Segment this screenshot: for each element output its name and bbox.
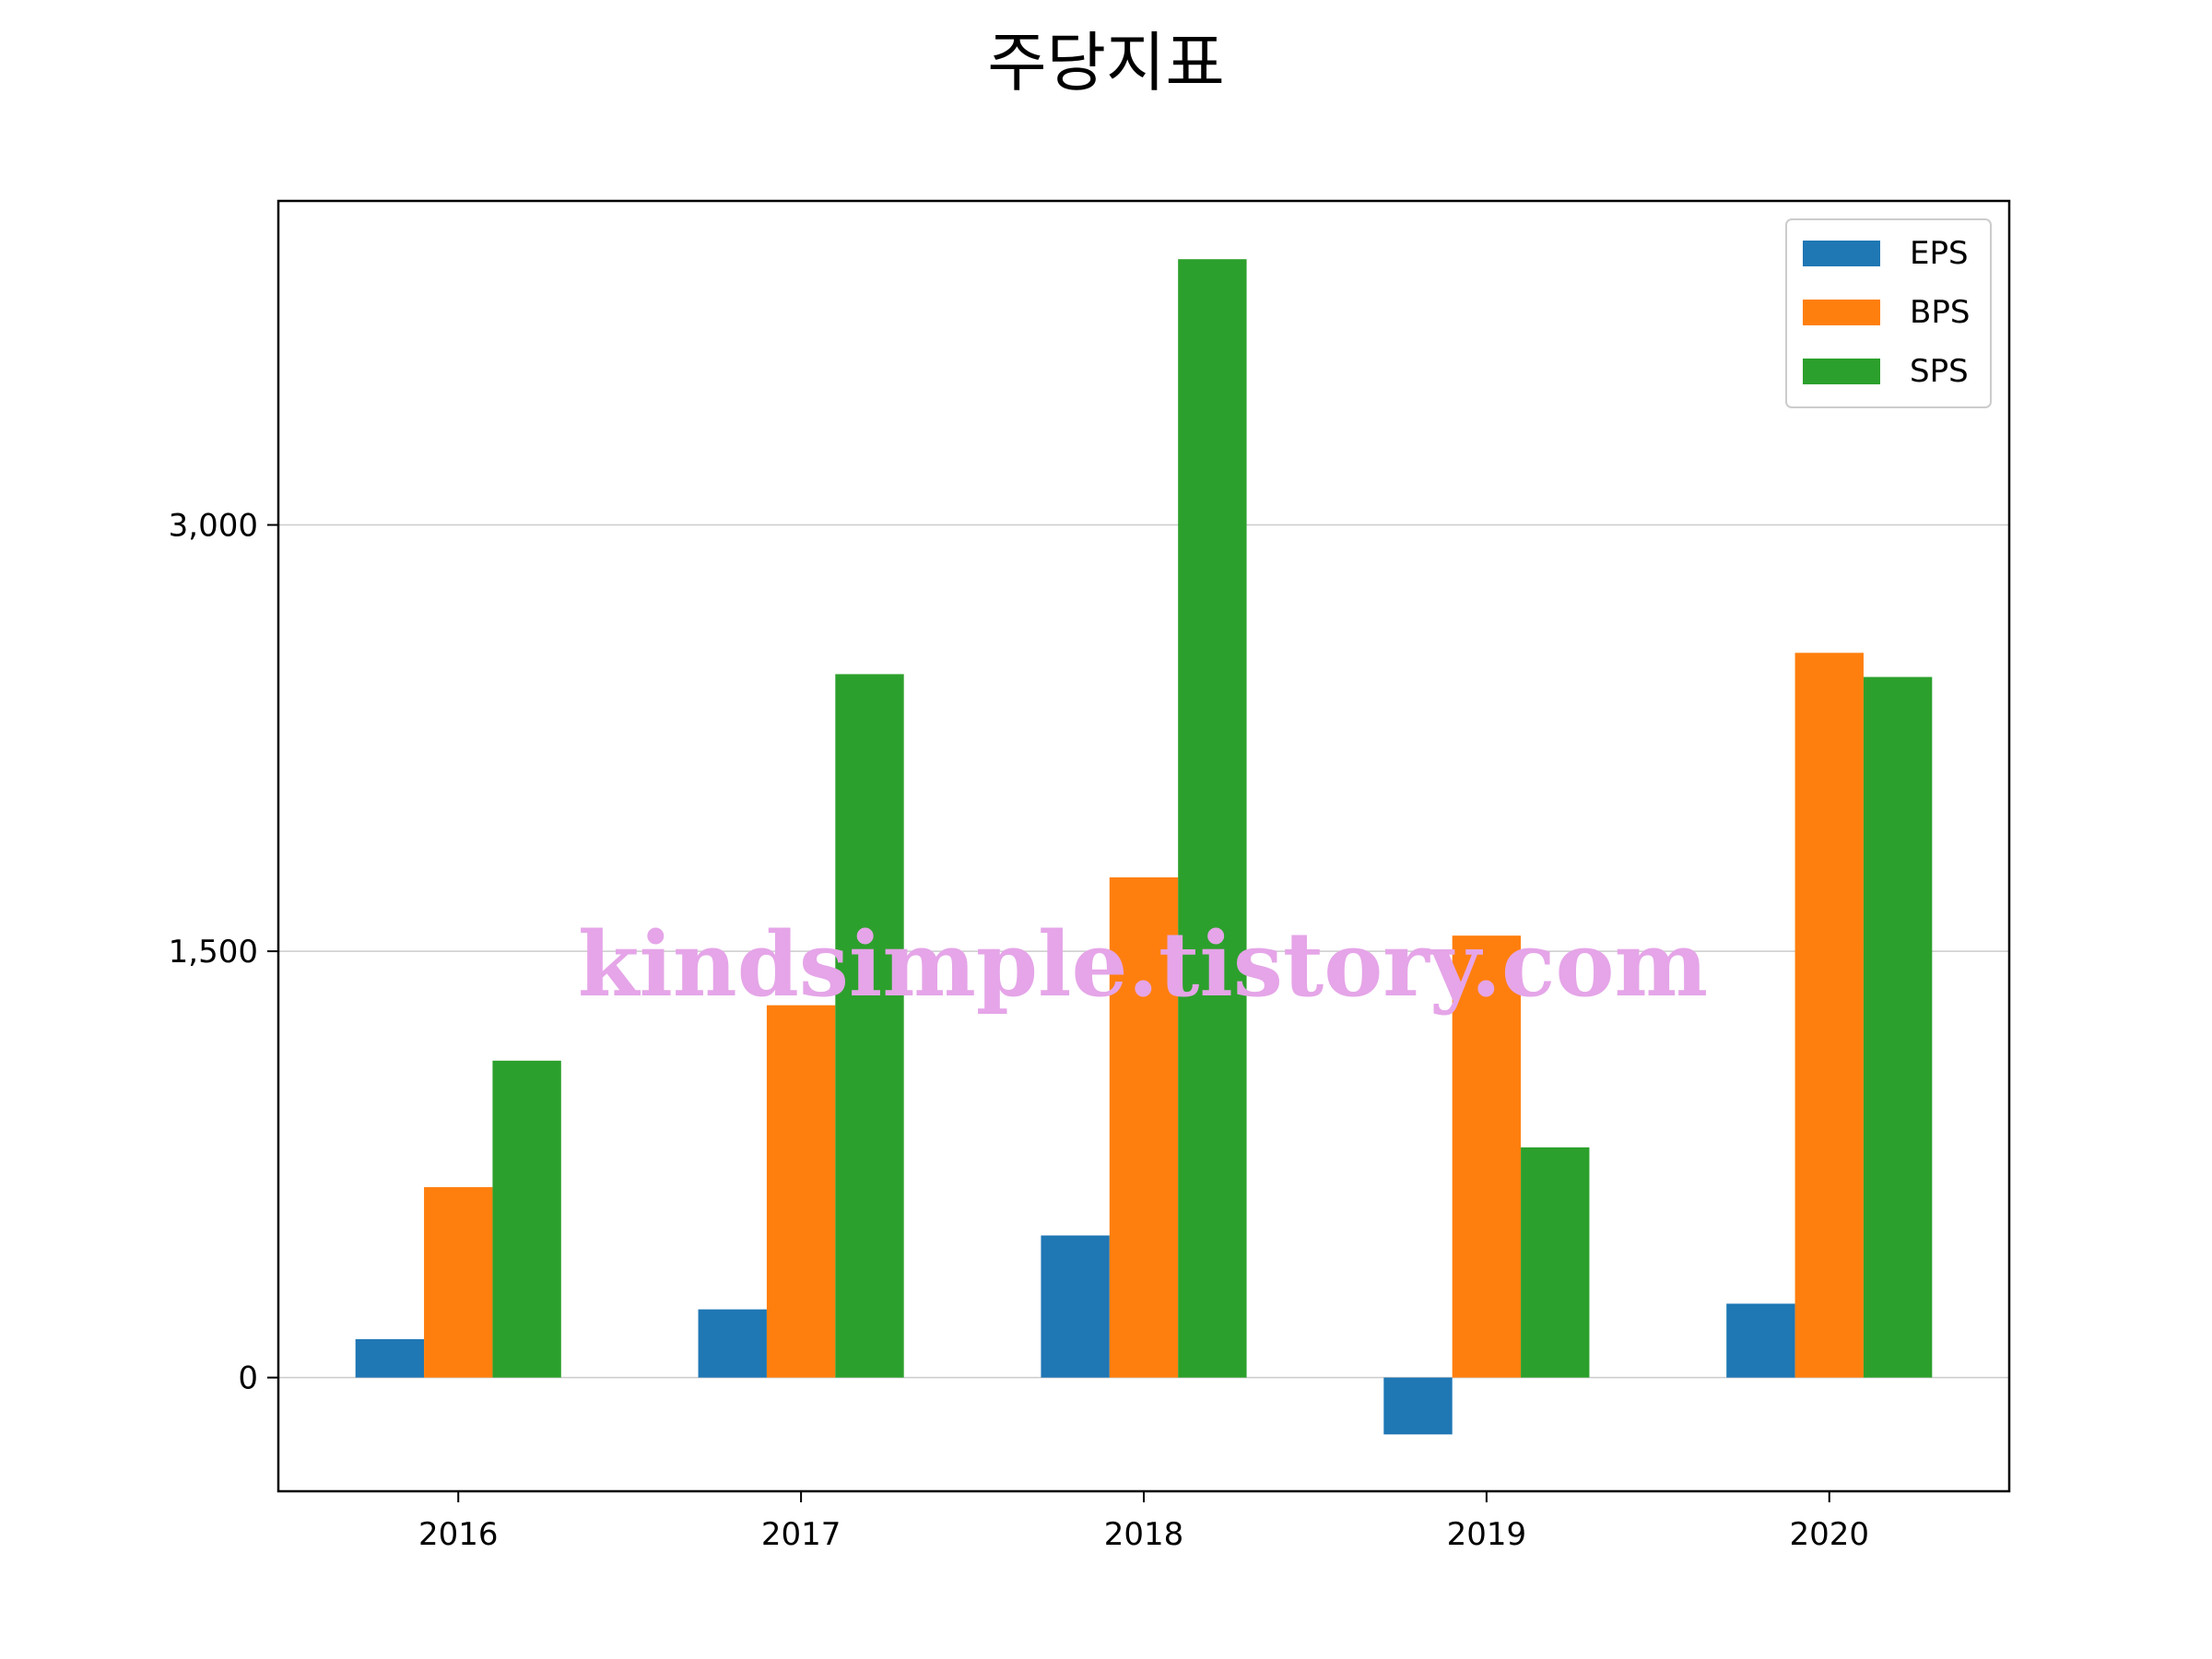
legend-label-eps: EPS bbox=[1910, 235, 1969, 272]
bar-sps-2018 bbox=[1178, 259, 1247, 1378]
bar-sps-2016 bbox=[492, 1060, 561, 1378]
x-tick-label: 2016 bbox=[418, 1516, 499, 1553]
bar-eps-2016 bbox=[355, 1339, 425, 1378]
legend: EPS BPS SPS bbox=[1785, 218, 1992, 408]
y-tick-label: 0 bbox=[238, 1360, 258, 1397]
x-axis: 2016 2017 2018 2019 2020 bbox=[418, 1491, 1869, 1553]
x-tick-label: 2020 bbox=[1789, 1516, 1869, 1553]
watermark-text: kindsimple.tistory.com bbox=[578, 912, 1708, 1017]
legend-label-bps: BPS bbox=[1910, 294, 1970, 331]
chart-title: 주당지표 bbox=[987, 25, 1225, 100]
bar-bps-2019 bbox=[1452, 935, 1522, 1378]
bar-sps-2019 bbox=[1521, 1147, 1590, 1378]
bar-bps-2016 bbox=[424, 1187, 493, 1378]
legend-label-sps: SPS bbox=[1910, 353, 1969, 390]
x-tick-label: 2019 bbox=[1447, 1516, 1527, 1553]
bar-eps-2017 bbox=[698, 1309, 767, 1378]
bar-bps-2018 bbox=[1109, 877, 1179, 1378]
bar-eps-2018 bbox=[1041, 1235, 1110, 1378]
watermark: kindsimple.tistory.com bbox=[578, 912, 1708, 1017]
x-tick-label: 2018 bbox=[1104, 1516, 1184, 1553]
x-tick-label: 2017 bbox=[761, 1516, 841, 1553]
legend-swatch-sps bbox=[1803, 359, 1880, 384]
bar-eps-2019 bbox=[1383, 1377, 1453, 1435]
y-axis: 0 1,500 3,000 bbox=[169, 508, 278, 1397]
y-tick-label: 1,500 bbox=[169, 934, 258, 971]
bar-sps-2017 bbox=[835, 674, 904, 1378]
bar-sps-2020 bbox=[1863, 677, 1933, 1378]
bars bbox=[355, 259, 1933, 1435]
y-tick-label: 3,000 bbox=[169, 508, 258, 545]
legend-swatch-bps bbox=[1803, 300, 1880, 325]
bar-bps-2017 bbox=[766, 1005, 836, 1378]
legend-swatch-eps bbox=[1803, 241, 1880, 266]
bar-eps-2020 bbox=[1726, 1303, 1795, 1378]
bar-bps-2020 bbox=[1794, 653, 1864, 1378]
